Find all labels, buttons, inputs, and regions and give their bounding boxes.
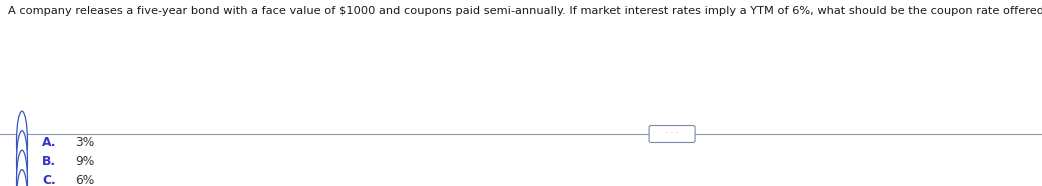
Ellipse shape	[17, 111, 27, 173]
Text: A company releases a five-year bond with a face value of $1000 and coupons paid : A company releases a five-year bond with…	[8, 6, 1042, 16]
Ellipse shape	[17, 170, 27, 186]
Text: C.: C.	[42, 174, 56, 186]
Text: 6%: 6%	[75, 174, 94, 186]
Text: 3%: 3%	[75, 135, 94, 148]
FancyBboxPatch shape	[649, 126, 695, 142]
Ellipse shape	[17, 131, 27, 186]
Text: B.: B.	[42, 155, 56, 168]
Ellipse shape	[17, 150, 27, 186]
Text: A.: A.	[42, 135, 56, 148]
Text: 9%: 9%	[75, 155, 94, 168]
Text: · · ·: · · ·	[666, 129, 678, 139]
